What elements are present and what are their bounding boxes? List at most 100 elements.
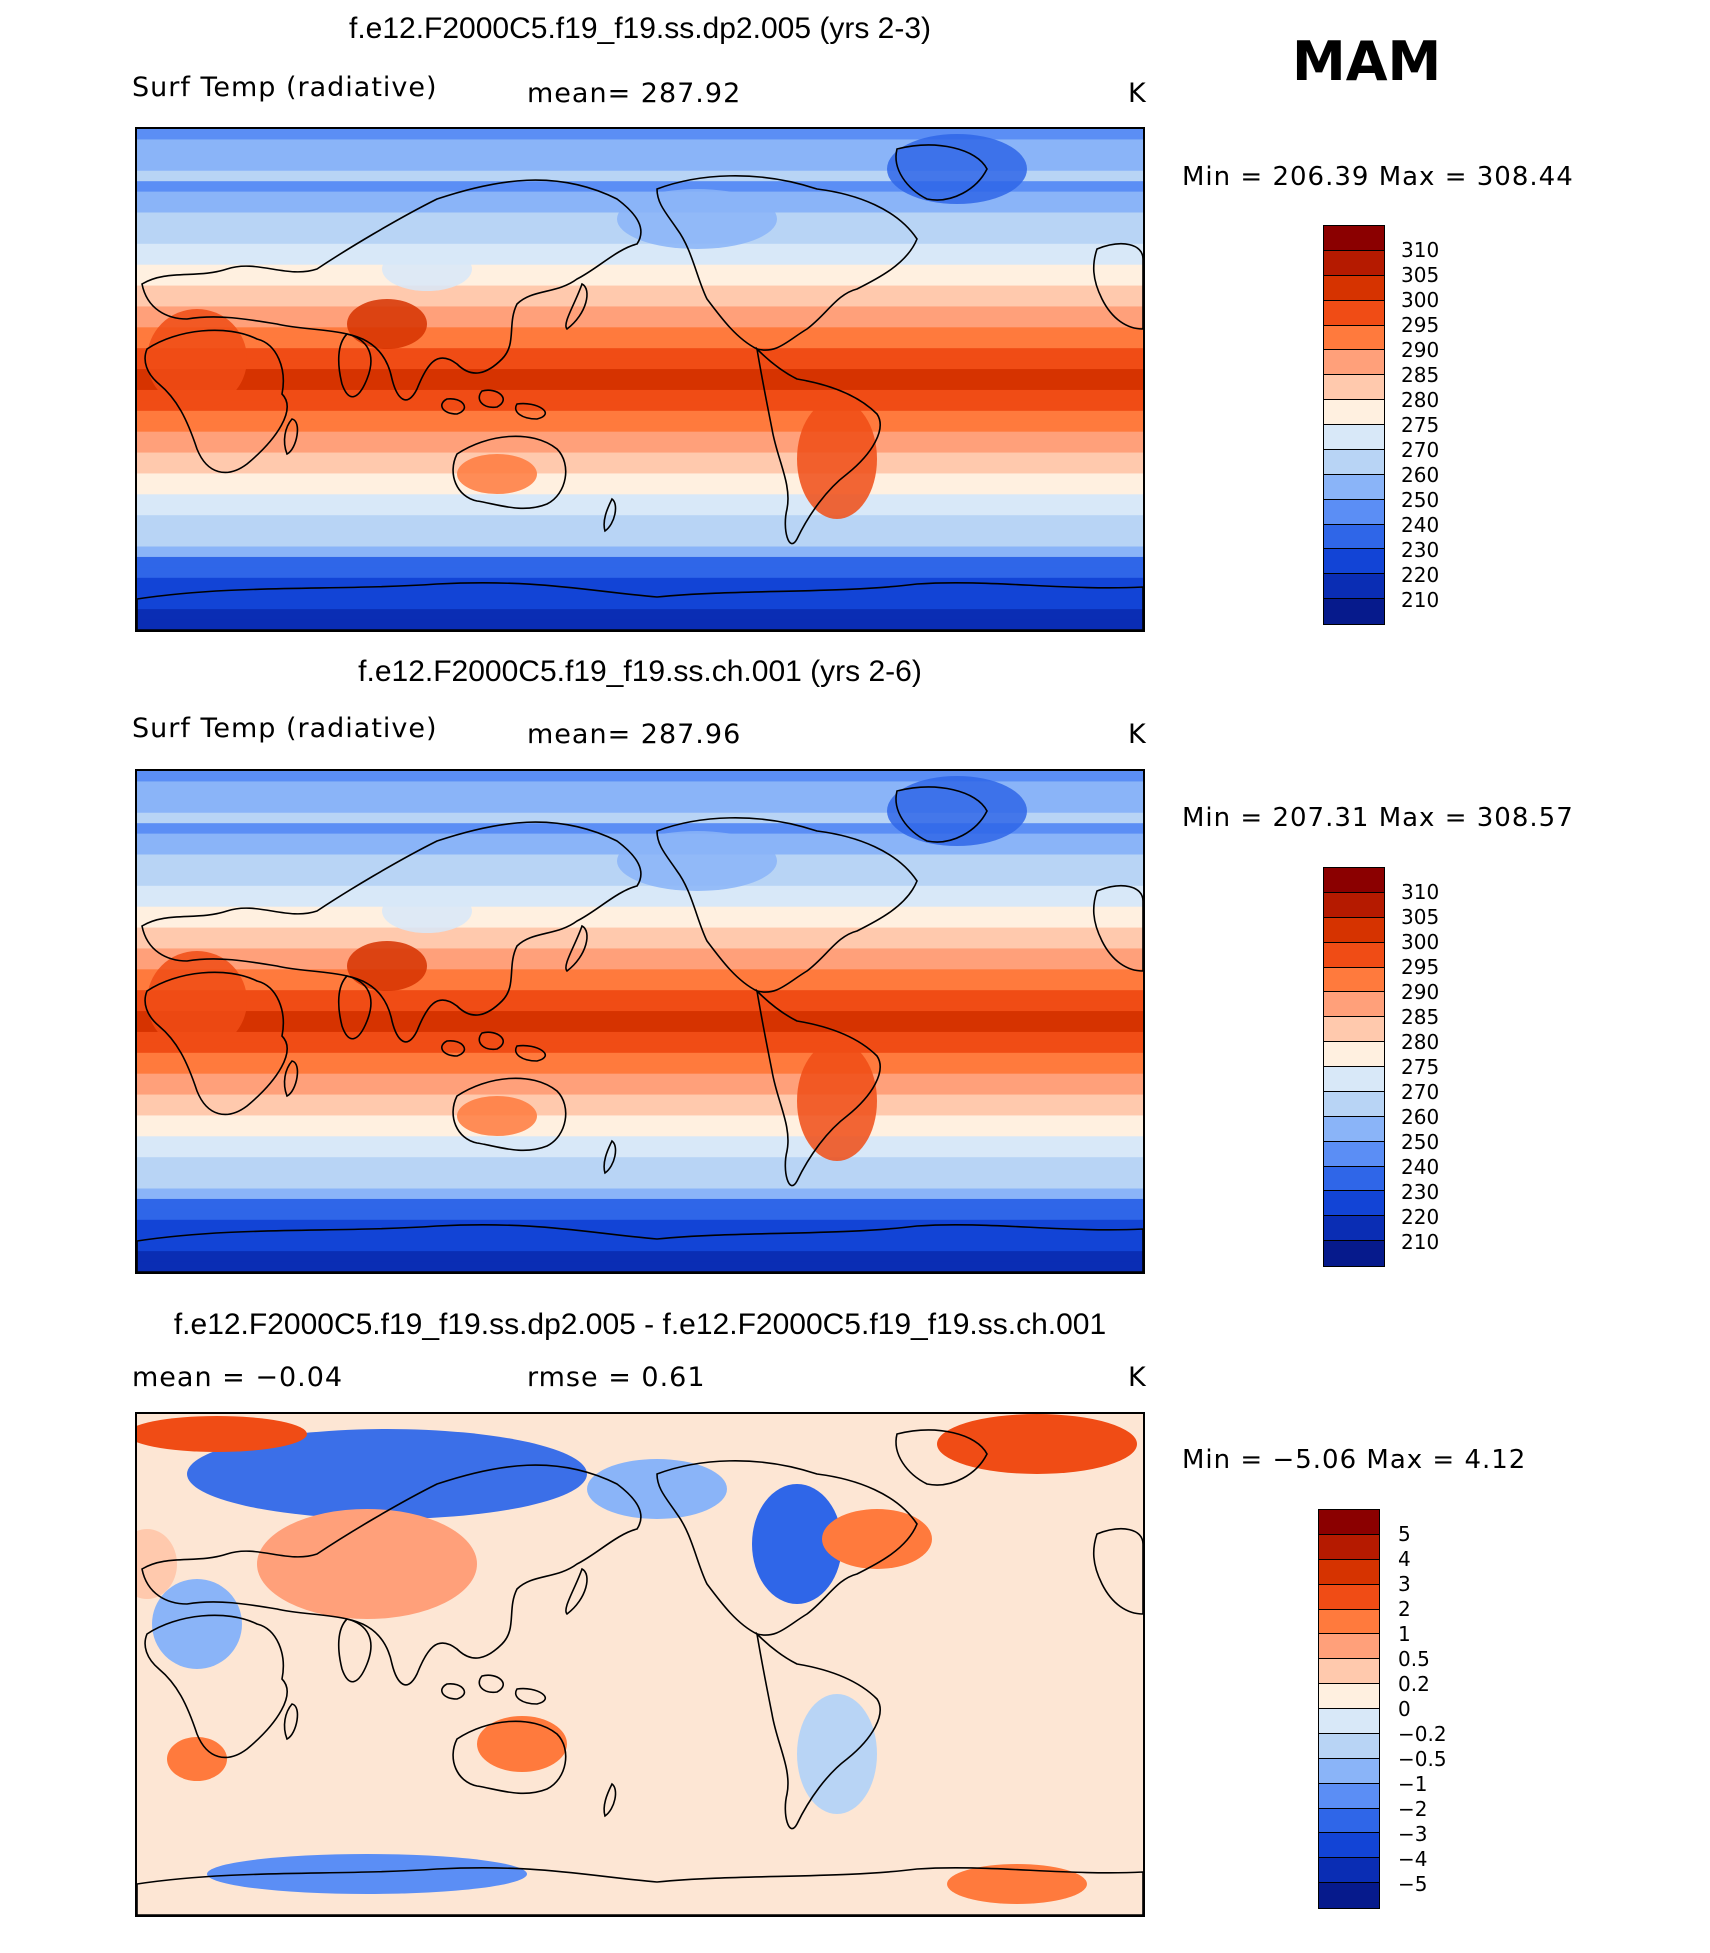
- season-label: MAM: [1292, 30, 1442, 93]
- colorbar-label: 275: [1401, 1055, 1440, 1079]
- coastline: [656, 817, 918, 993]
- colorbar-box: [1324, 1017, 1384, 1043]
- colorbar-box: [1319, 1858, 1379, 1884]
- temperature-band: [137, 400, 1143, 412]
- temperature-band: [137, 1042, 1143, 1054]
- temperature-band: [137, 316, 1143, 329]
- units-label: K: [1128, 78, 1147, 109]
- rmse-label: rmse = 0.61: [527, 1362, 706, 1393]
- temperature-anomaly-patch: [347, 299, 427, 349]
- temperature-band: [137, 556, 1143, 569]
- coastline: [452, 435, 567, 510]
- coastline: [1092, 885, 1143, 972]
- temperature-band: [137, 917, 1143, 929]
- colorbar-box: [1324, 967, 1384, 993]
- temperature-band: [137, 379, 1143, 391]
- panel-title: f.e12.F2000C5.f19_f19.ss.dp2.005 - f.e12…: [173, 1308, 1107, 1341]
- colorbar-box: [1319, 1733, 1379, 1759]
- colorbar-box: [1324, 1116, 1384, 1142]
- coastline: [337, 975, 372, 1040]
- temperature-band: [137, 948, 1143, 960]
- temperature-band: [137, 410, 1143, 423]
- temperature-band: [137, 139, 1143, 151]
- difference-patch: [207, 1854, 527, 1894]
- temperature-band: [137, 546, 1143, 558]
- temperature-band: [137, 348, 1143, 360]
- temperature-band: [137, 1094, 1143, 1106]
- colorbar-box: [1319, 1709, 1379, 1734]
- temperature-band: [137, 1063, 1143, 1075]
- difference-patch: [947, 1864, 1087, 1904]
- difference-patch: [797, 1694, 877, 1814]
- temperature-band: [137, 327, 1143, 339]
- coastline: [144, 1614, 288, 1759]
- colorbar-box: [1319, 1584, 1379, 1610]
- field-layer: [137, 129, 1143, 630]
- temperature-band: [137, 285, 1143, 297]
- temperature-anomaly-patch: [457, 454, 537, 494]
- colorbar-label: −1: [1398, 1772, 1428, 1796]
- difference-patch: [167, 1737, 227, 1781]
- temperature-band: [137, 1167, 1143, 1180]
- temperature-band: [137, 473, 1143, 485]
- colorbar-box: [1324, 350, 1384, 376]
- colorbar-box: [1324, 400, 1384, 425]
- coastline: [441, 1031, 546, 1062]
- panel-title: f.e12.F2000C5.f19_f19.ss.ch.001 (yrs 2-6…: [358, 655, 922, 688]
- colorbar-box: [1324, 1141, 1384, 1167]
- coastline: [144, 971, 288, 1116]
- coastline: [1092, 1528, 1143, 1615]
- colorbar-box: [1324, 300, 1384, 326]
- colorbar-label: −3: [1398, 1822, 1428, 1846]
- temperature-band: [137, 1157, 1143, 1169]
- coastline: [755, 1631, 881, 1830]
- colorbar-label: 260: [1401, 1105, 1440, 1129]
- coastline: [565, 1567, 588, 1616]
- temperature-band: [137, 191, 1143, 204]
- coastline: [1092, 243, 1143, 330]
- temperature-band: [137, 160, 1143, 172]
- colorbar-label: −2: [1398, 1797, 1428, 1821]
- temperature-band: [137, 969, 1143, 981]
- colorbar-box: [1319, 1609, 1379, 1635]
- temperature-band: [137, 979, 1143, 992]
- colorbar: [1323, 867, 1385, 1267]
- field-layer: [137, 771, 1143, 1272]
- temperature-anomaly-patch: [347, 941, 427, 991]
- temperature-band: [137, 431, 1143, 444]
- min-max-label: Min = −5.06 Max = 4.12: [1182, 1445, 1527, 1475]
- coastline: [144, 329, 288, 474]
- temperature-band: [137, 358, 1143, 371]
- coastlines: [137, 1429, 1143, 1915]
- colorbar-box: [1324, 942, 1384, 968]
- colorbar-label: 0.2: [1398, 1672, 1430, 1696]
- temperature-anomaly-patch: [887, 776, 1027, 846]
- colorbar-label: 4: [1398, 1547, 1411, 1571]
- temperature-band: [137, 1178, 1143, 1190]
- temperature-band: [137, 791, 1143, 804]
- temperature-band: [137, 389, 1143, 402]
- temperature-anomaly-patch: [617, 831, 777, 891]
- difference-patch: [137, 1416, 307, 1452]
- units-label: K: [1128, 1362, 1147, 1393]
- temperature-band: [137, 990, 1143, 1002]
- temperature-band: [137, 306, 1143, 318]
- temperature-band: [137, 421, 1143, 433]
- map-panel: [135, 127, 1145, 632]
- colorbar-label: 220: [1401, 1205, 1440, 1229]
- colorbar-box: [1319, 1684, 1379, 1709]
- colorbar-label: 2: [1398, 1597, 1411, 1621]
- colorbar-box: [1319, 1783, 1379, 1809]
- temperature-band: [137, 619, 1143, 630]
- colorbar-box: [1319, 1534, 1379, 1560]
- colorbar-label: 230: [1401, 538, 1440, 562]
- temperature-band: [137, 494, 1143, 506]
- temperature-anomaly-patch: [147, 309, 247, 409]
- difference-patch: [937, 1414, 1137, 1474]
- temperature-band: [137, 525, 1143, 538]
- temperature-band: [137, 504, 1143, 517]
- colorbar-box: [1324, 275, 1384, 301]
- colorbar-label: 3: [1398, 1572, 1411, 1596]
- difference-patch: [187, 1429, 587, 1519]
- coastline: [141, 1464, 642, 1686]
